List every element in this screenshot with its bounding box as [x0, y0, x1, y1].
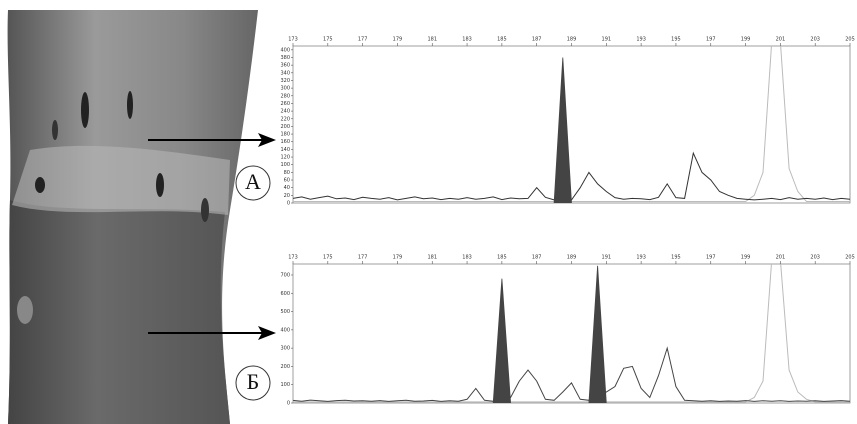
x-tick-label: 177 [358, 37, 368, 43]
x-tick-label: 181 [427, 255, 437, 261]
y-tick-label: 700 [280, 272, 290, 278]
y-tick-label: 320 [280, 78, 290, 84]
x-tick-label: 183 [462, 255, 472, 261]
y-tick-label: 300 [280, 86, 290, 92]
y-tick-label: 220 [280, 116, 290, 122]
plot-frame [292, 45, 851, 204]
y-tick-label: 360 [280, 63, 290, 69]
x-tick-label: 195 [671, 255, 681, 261]
x-tick-label: 191 [602, 255, 612, 261]
x-tick-label: 175 [323, 37, 333, 43]
x-tick-label: 203 [810, 255, 820, 261]
y-tick-label: 240 [280, 109, 290, 115]
trace [293, 264, 850, 403]
x-tick-label: 191 [602, 37, 612, 43]
x-tick-label: 203 [810, 37, 820, 43]
electropherogram: 173 175 177 179 181 183 185 187 189 191 193 195 197 1… [235, 255, 855, 407]
x-tick-label: 199 [741, 255, 751, 261]
y-tick-label: 100 [280, 162, 290, 168]
x-tick-label: 183 [462, 37, 472, 43]
y-tick-label: 400 [280, 327, 290, 333]
x-tick-label: 185 [497, 37, 507, 43]
x-tick-label: 193 [636, 255, 646, 261]
x-tick-label: 179 [393, 255, 403, 261]
plot-frame [292, 263, 851, 404]
y-tick-label: 80 [284, 170, 290, 176]
y-tick-label: 200 [280, 364, 290, 370]
x-tick-label: 199 [741, 37, 751, 43]
x-tick-label: 201 [776, 255, 786, 261]
y-tick-label: 40 [284, 185, 290, 191]
y-tick-label: 180 [280, 132, 290, 138]
filled-peak [588, 265, 607, 403]
label-circle [235, 165, 271, 201]
x-tick-label: 195 [671, 37, 681, 43]
x-tick-label: 205 [845, 37, 855, 43]
y-tick-label: 260 [280, 101, 290, 107]
x-tick-label: 177 [358, 255, 368, 261]
y-tick-label: 400 [280, 47, 290, 53]
x-tick-label: 205 [845, 255, 855, 261]
x-tick-label: 189 [567, 255, 577, 261]
trace [293, 346, 850, 402]
traces [293, 264, 850, 403]
y-tick-label: 200 [280, 124, 290, 130]
y-tick-label: 500 [280, 309, 290, 315]
y-tick-label: 300 [280, 346, 290, 352]
x-tick-label: 175 [323, 255, 333, 261]
y-tick-label: 20 [284, 193, 290, 199]
x-tick-label: 187 [532, 255, 542, 261]
x-tick-label: 185 [497, 255, 507, 261]
y-tick-label: 280 [280, 93, 290, 99]
x-tick-label: 179 [393, 37, 403, 43]
label-circle [235, 365, 271, 401]
panel-label: А [245, 169, 261, 194]
traces [293, 46, 850, 203]
y-tick-label: 120 [280, 155, 290, 161]
y-tick-label: 60 [284, 178, 290, 184]
y-tick-label: 380 [280, 55, 290, 61]
x-tick-label: 193 [636, 37, 646, 43]
x-tick-label: 187 [532, 37, 542, 43]
electropherogram: 173 175 177 179 181 183 185 187 189 191 193 195 197 1… [235, 37, 855, 207]
filled-peak [492, 278, 512, 403]
x-tick-label: 201 [776, 37, 786, 43]
x-tick-label: 181 [427, 37, 437, 43]
y-tick-label: 160 [280, 139, 290, 145]
trunk-photo [7, 10, 276, 424]
y-tick-label: 600 [280, 291, 290, 297]
x-tick-label: 197 [706, 255, 716, 261]
x-tick-label: 189 [567, 37, 577, 43]
x-tick-label: 173 [288, 37, 298, 43]
x-tick-label: 197 [706, 37, 716, 43]
y-tick-label: 140 [280, 147, 290, 153]
y-tick-label: 340 [280, 70, 290, 76]
y-tick-label: 100 [280, 382, 290, 388]
y-tick-label: 0 [287, 401, 290, 407]
panel-label: Б [247, 369, 260, 394]
y-tick-label: 0 [287, 201, 290, 207]
x-tick-label: 173 [288, 255, 298, 261]
filled-peak [553, 57, 572, 203]
